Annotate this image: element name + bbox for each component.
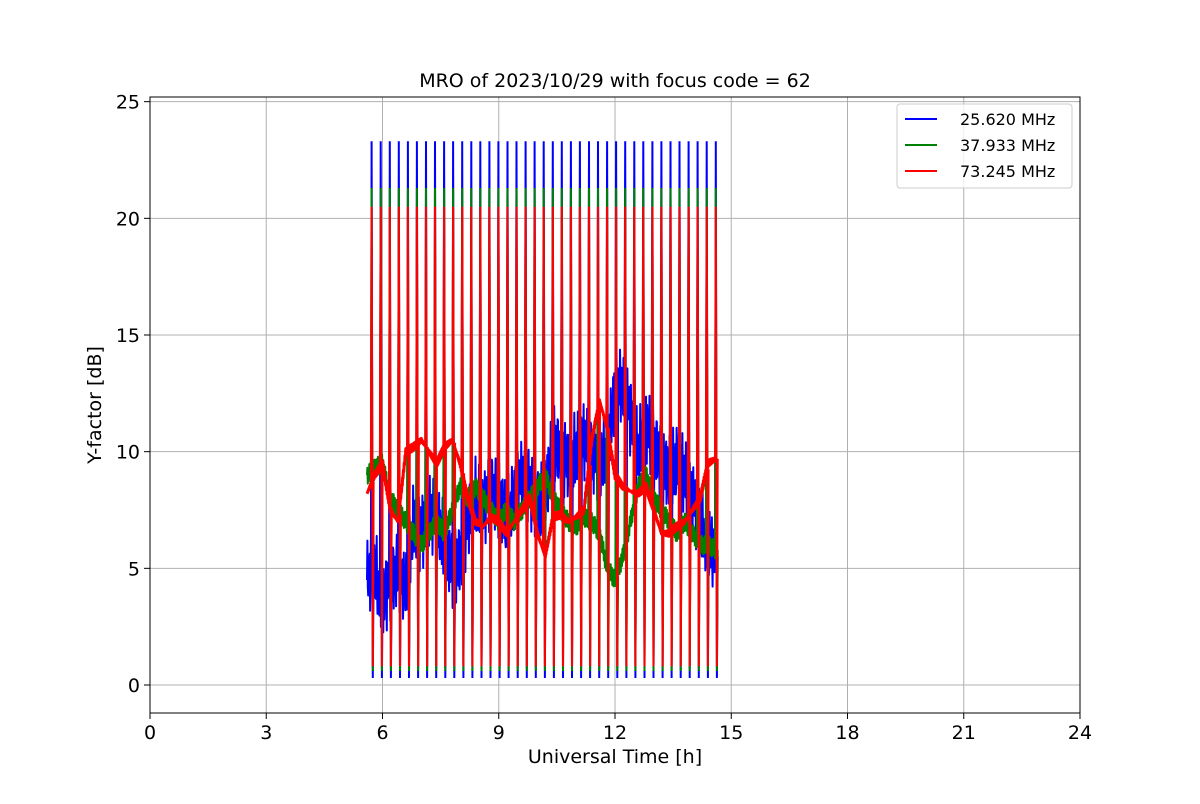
calibration-spike: [433, 206, 438, 667]
calibration-spike: [605, 206, 610, 667]
x-tick-label: 3: [260, 722, 272, 744]
legend-label: 37.933 MHz: [960, 136, 1055, 155]
y-tick-label: 15: [116, 325, 140, 347]
chart-title: MRO of 2023/10/29 with focus code = 62: [419, 70, 811, 92]
y-tick-label: 5: [128, 558, 140, 580]
x-tick-label: 18: [835, 722, 859, 744]
series-line-37-933-mhz: [366, 453, 717, 588]
calibration-spike: [659, 206, 665, 667]
x-tick-label: 6: [376, 722, 388, 744]
calibration-spike: [695, 206, 701, 667]
calibration-spike: [496, 206, 502, 667]
calibration-spike: [388, 206, 393, 667]
calibration-spike: [442, 206, 447, 667]
legend-label: 73.245 MHz: [960, 162, 1055, 181]
y-tick-label: 25: [116, 92, 140, 114]
y-tick-label: 10: [116, 442, 140, 464]
calibration-spike: [714, 206, 719, 667]
calibration-spike: [532, 206, 538, 667]
calibration-spike: [424, 206, 429, 667]
calibration-spike: [505, 206, 511, 667]
y-axis: 0 5 10 15 20 25: [116, 92, 150, 697]
legend-label: 25.620 MHz: [960, 110, 1055, 129]
calibration-spike: [632, 206, 638, 667]
calibration-spike: [378, 206, 384, 667]
calibration-spike: [523, 206, 529, 667]
legend: 25.620 MHz 37.933 MHz 73.245 MHz: [896, 103, 1073, 189]
x-axis: 0 3 6 9 12 15 18 21 24: [144, 713, 1092, 744]
calibration-spike: [369, 206, 375, 667]
calibration-spike: [478, 206, 484, 667]
x-tick-label: 24: [1068, 722, 1092, 744]
calibration-spike: [514, 206, 520, 667]
plot-area: [365, 141, 719, 679]
x-tick-label: 0: [144, 722, 156, 744]
calibration-spike: [569, 206, 574, 667]
calibration-spike: [451, 206, 457, 667]
calibration-spike: [551, 206, 556, 667]
calibration-spike: [541, 206, 547, 667]
calibration-spike: [650, 206, 656, 667]
calibration-spike: [704, 206, 710, 667]
calibration-spike: [415, 206, 420, 667]
x-tick-label: 9: [493, 722, 505, 744]
calibration-spike: [397, 206, 402, 667]
calibration-spike: [641, 206, 647, 667]
y-axis-label: Y-factor [dB]: [84, 346, 106, 465]
y-tick-label: 20: [116, 208, 140, 230]
calibration-spike: [614, 206, 620, 667]
calibration-spike: [587, 206, 592, 667]
x-tick-label: 15: [719, 722, 743, 744]
calibration-spike: [487, 206, 493, 667]
calibration-spike: [406, 206, 411, 667]
legend-frame: [896, 103, 1073, 189]
calibration-spike: [623, 206, 629, 667]
calibration-spike: [677, 206, 683, 667]
calibration-spike: [460, 206, 466, 667]
calibration-spike: [578, 206, 583, 667]
x-tick-label: 21: [952, 722, 976, 744]
y-tick-label: 0: [128, 675, 140, 697]
calibration-spike: [560, 206, 565, 667]
calibration-spike: [686, 206, 692, 667]
calibration-spike: [596, 206, 601, 667]
x-tick-label: 12: [603, 722, 627, 744]
x-axis-label: Universal Time [h]: [528, 746, 702, 768]
calibration-spike: [469, 206, 475, 667]
calibration-spike: [668, 206, 674, 667]
